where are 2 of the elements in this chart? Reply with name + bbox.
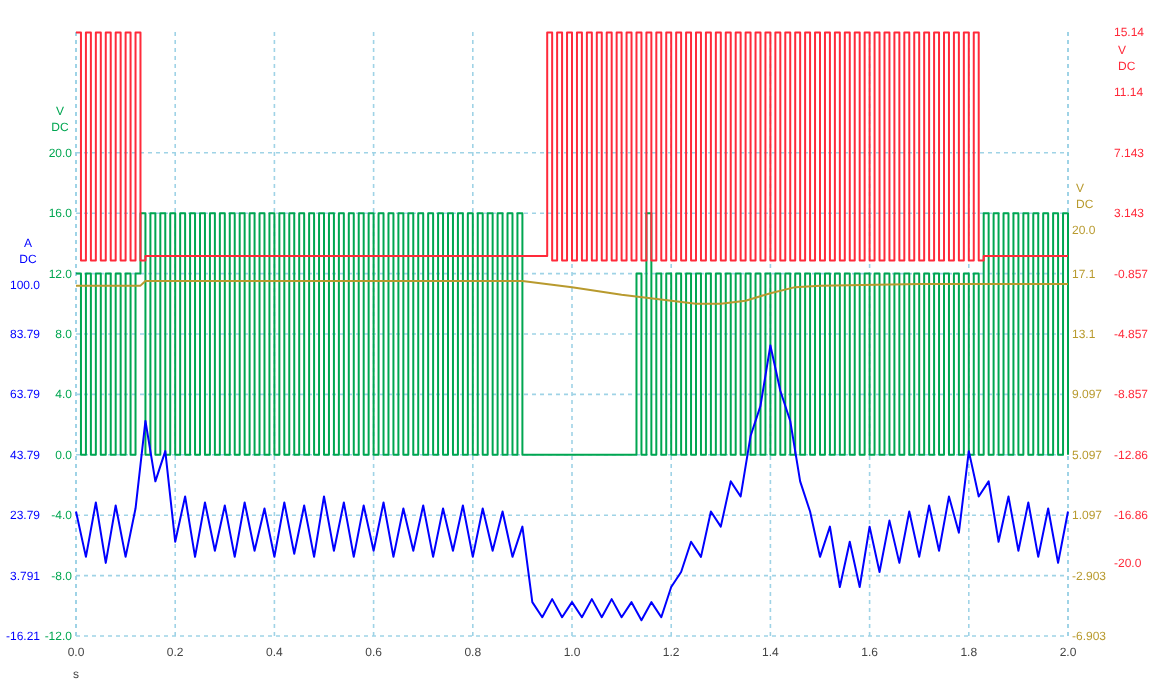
line-series (75, 344, 1069, 622)
line-series (75, 280, 1069, 305)
